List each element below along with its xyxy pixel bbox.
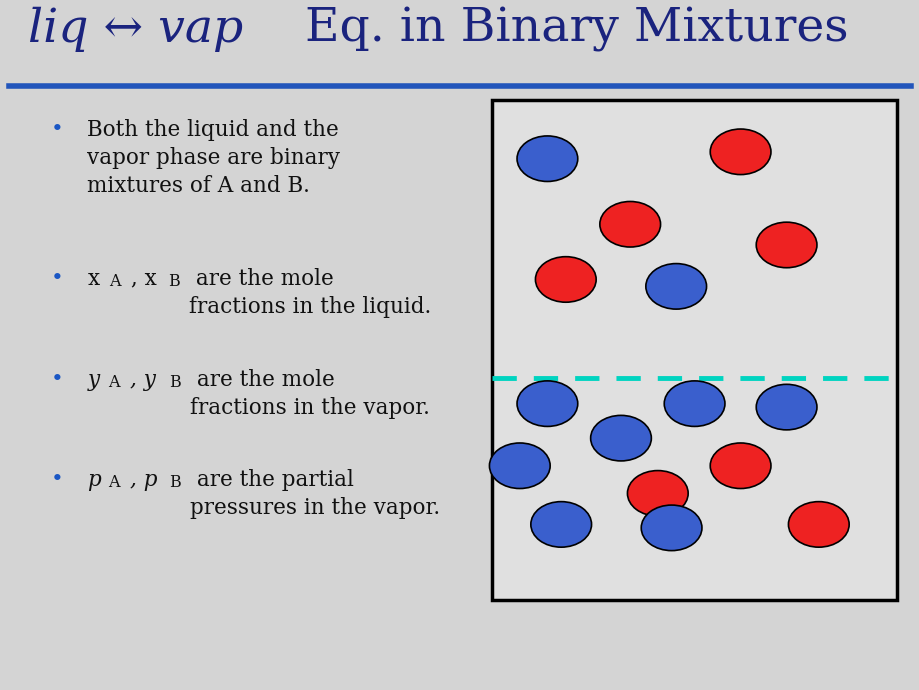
Text: •: • (51, 119, 63, 139)
Circle shape (590, 415, 651, 461)
Text: Both the liquid and the
vapor phase are binary
mixtures of A and B.: Both the liquid and the vapor phase are … (87, 119, 340, 197)
Text: Eq. in Binary Mixtures: Eq. in Binary Mixtures (289, 6, 847, 52)
Text: liq ↔ vap: liq ↔ vap (28, 6, 243, 52)
Circle shape (709, 129, 770, 175)
Circle shape (599, 201, 660, 247)
Circle shape (755, 222, 816, 268)
Circle shape (516, 136, 577, 181)
Circle shape (535, 257, 596, 302)
Text: are the mole
fractions in the vapor.: are the mole fractions in the vapor. (190, 369, 430, 419)
Text: B: B (169, 374, 181, 391)
Circle shape (709, 443, 770, 489)
Text: •: • (51, 469, 63, 489)
Text: y: y (87, 369, 99, 391)
Circle shape (516, 381, 577, 426)
Text: A: A (109, 273, 121, 290)
Circle shape (645, 264, 706, 309)
Text: A: A (108, 474, 119, 491)
Text: , p: , p (130, 469, 157, 491)
Circle shape (755, 384, 816, 430)
Text: •: • (51, 369, 63, 389)
Text: x: x (87, 268, 99, 290)
Circle shape (788, 502, 848, 547)
Circle shape (489, 443, 550, 489)
Text: are the mole
fractions in the liquid.: are the mole fractions in the liquid. (188, 268, 430, 317)
Text: B: B (169, 474, 181, 491)
Text: p: p (87, 469, 101, 491)
Circle shape (627, 471, 687, 516)
Text: are the partial
pressures in the vapor.: are the partial pressures in the vapor. (190, 469, 440, 519)
FancyBboxPatch shape (492, 100, 896, 600)
Text: , y: , y (130, 369, 155, 391)
Text: A: A (108, 374, 119, 391)
Text: , x: , x (130, 268, 156, 290)
Circle shape (664, 381, 724, 426)
Circle shape (530, 502, 591, 547)
Text: B: B (168, 273, 180, 290)
Circle shape (641, 505, 701, 551)
Text: •: • (51, 268, 63, 288)
